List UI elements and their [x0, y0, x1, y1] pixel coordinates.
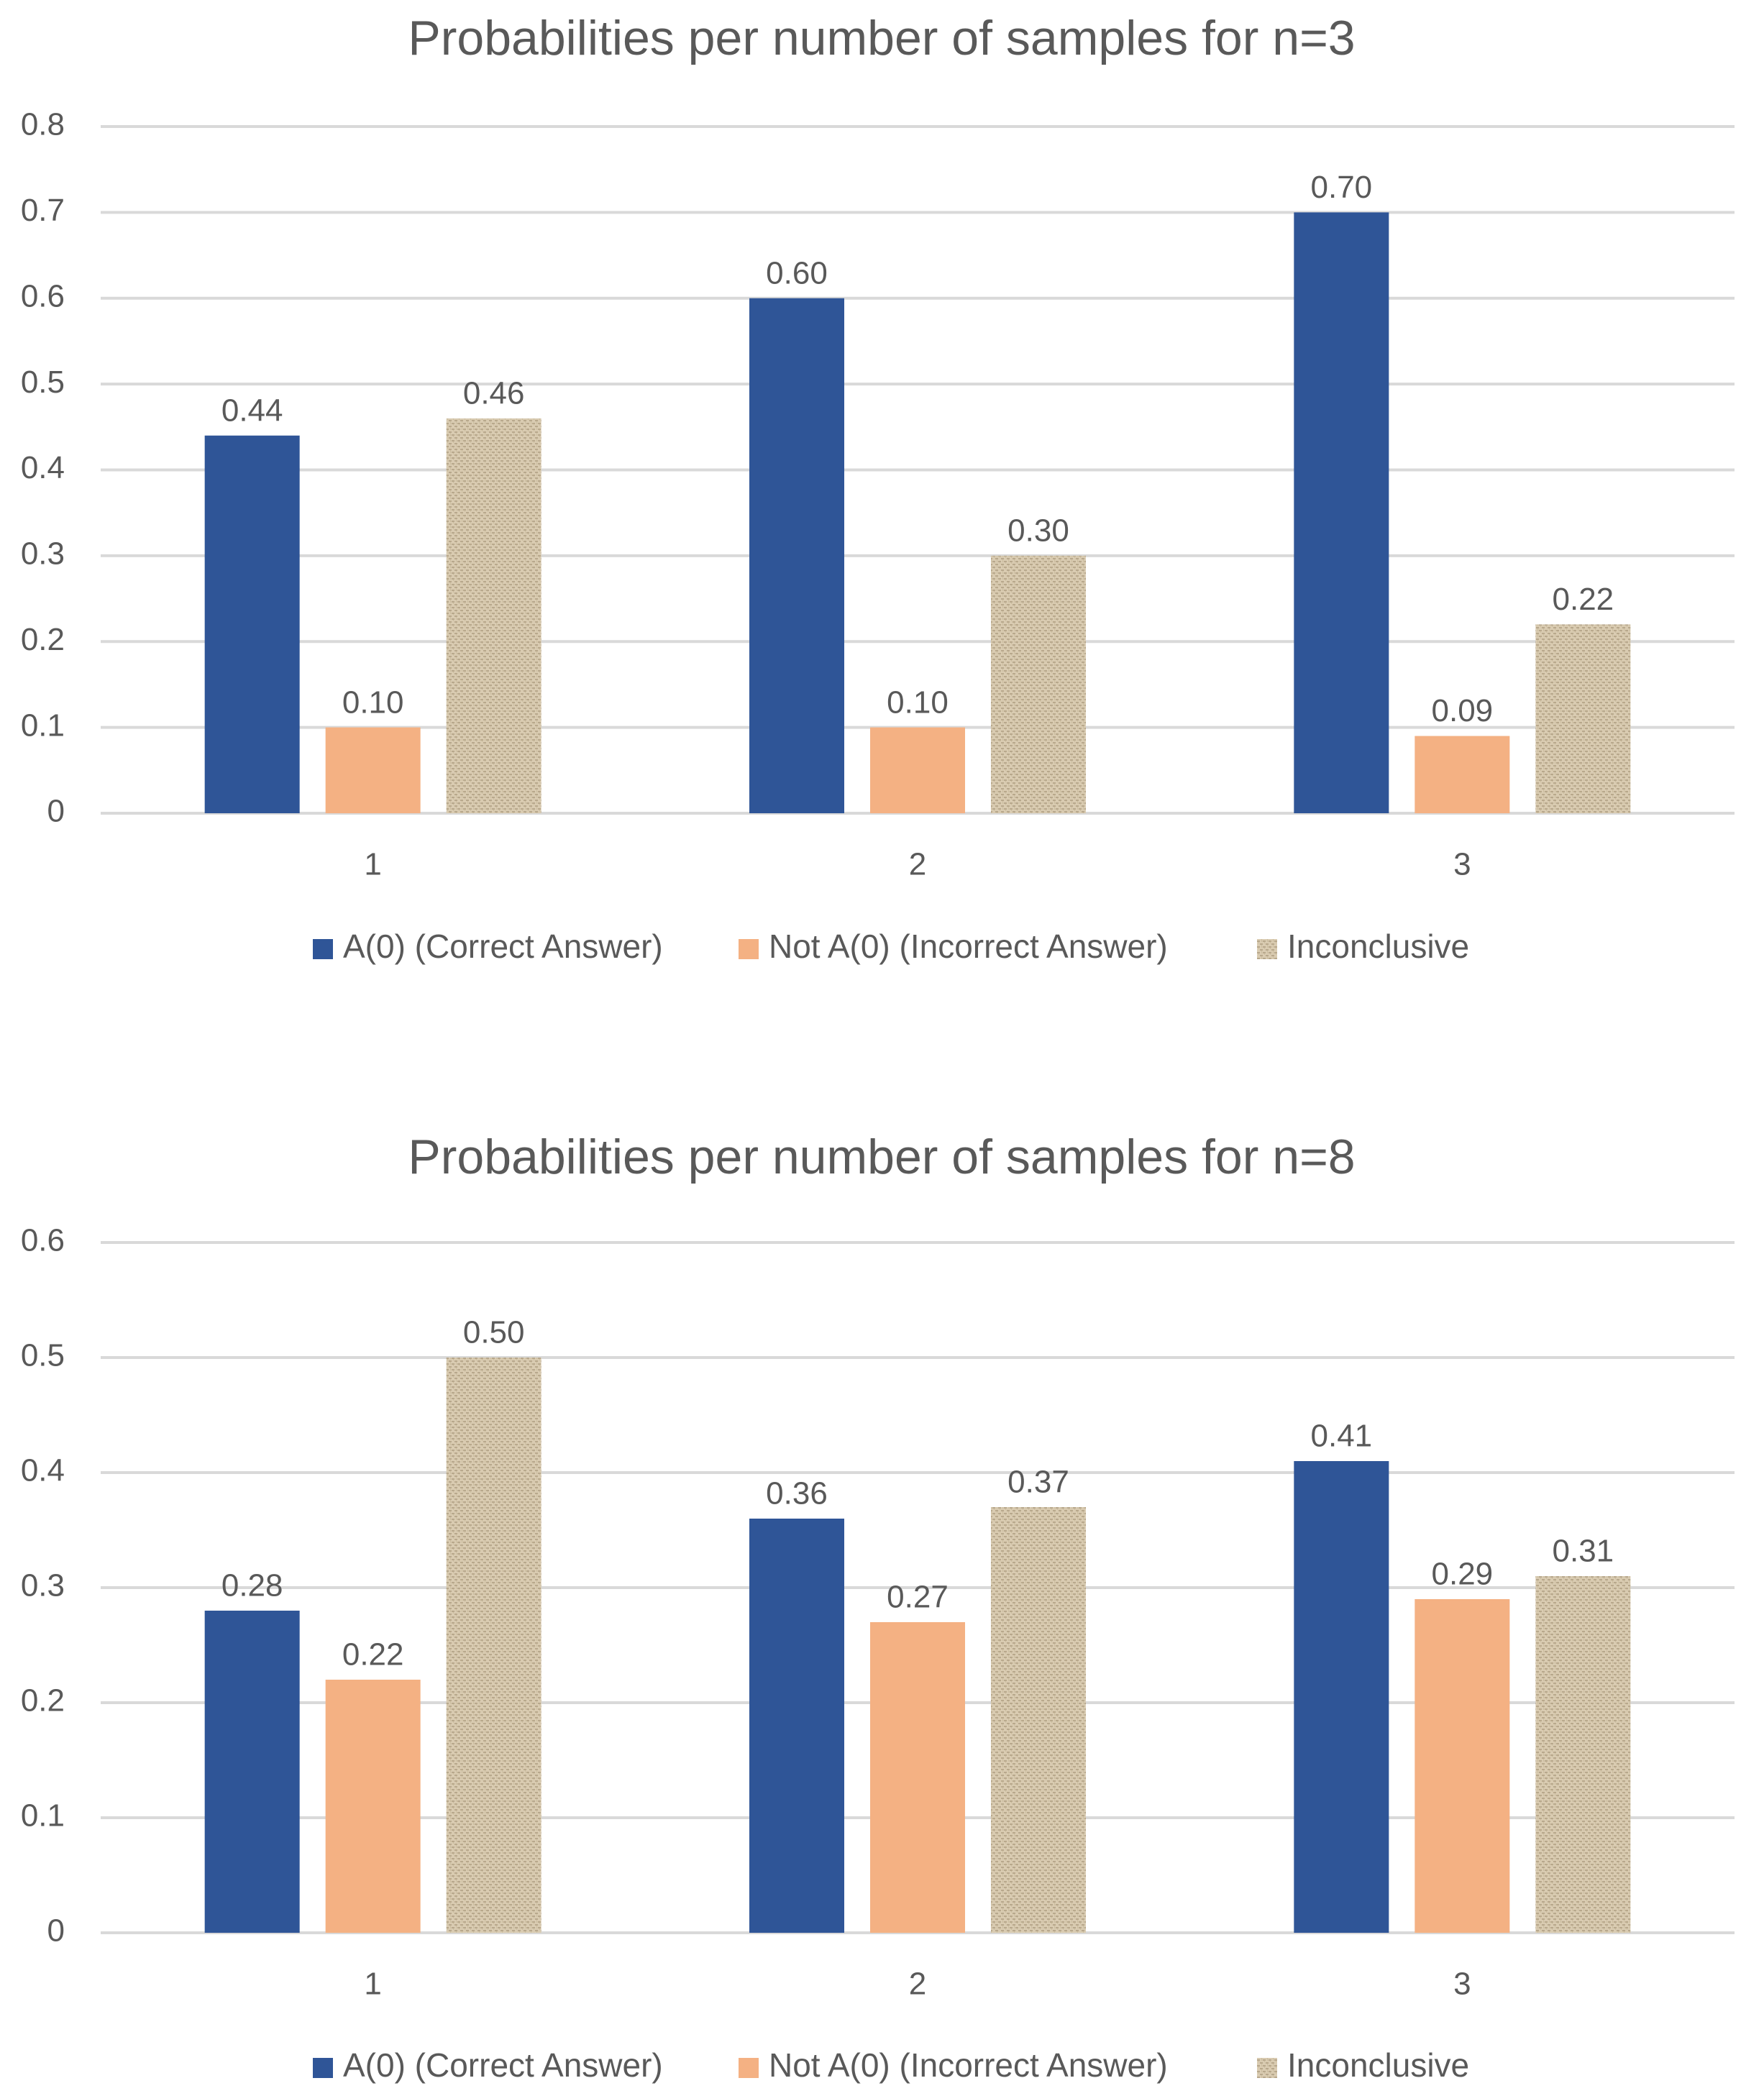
data-label: 0.28 — [221, 1568, 283, 1603]
legend-item: Not A(0) (Incorrect Answer) — [739, 2046, 1168, 2084]
bar — [870, 1622, 965, 1933]
data-label: 0.29 — [1432, 1557, 1494, 1592]
chart-n8: Probabilities per number of samples for … — [0, 1107, 1764, 2096]
legend-item: Not A(0) (Incorrect Answer) — [739, 928, 1168, 965]
bar — [1535, 1576, 1631, 1933]
data-label: 0.70 — [1311, 170, 1373, 205]
data-label: 0.46 — [463, 376, 525, 411]
y-tick-label: 0.4 — [21, 450, 65, 485]
x-tick-label: 1 — [364, 847, 381, 882]
bar — [446, 418, 541, 813]
bar — [991, 555, 1086, 813]
legend-swatch — [313, 939, 333, 959]
bar — [991, 1507, 1086, 1933]
chart-svg: Probabilities per number of samples for … — [21, 11, 1735, 965]
data-label: 0.44 — [221, 393, 283, 428]
bar — [870, 727, 965, 813]
data-label: 0.09 — [1432, 693, 1494, 728]
x-tick-label: 1 — [364, 1967, 381, 2002]
y-tick-label: 0.6 — [21, 1223, 65, 1258]
x-tick-label: 3 — [1453, 847, 1471, 882]
y-tick-label: 0.7 — [21, 193, 65, 228]
legend-item: A(0) (Correct Answer) — [313, 2046, 663, 2084]
legend-swatch — [739, 2058, 759, 2078]
data-label: 0.10 — [342, 685, 404, 720]
y-tick-label: 0.2 — [21, 622, 65, 657]
bar — [325, 727, 421, 813]
data-label: 0.37 — [1007, 1465, 1069, 1500]
bar — [749, 298, 844, 813]
bar — [446, 1358, 541, 1933]
chart-n3: Probabilities per number of samples for … — [0, 0, 1764, 1007]
y-tick-label: 0.2 — [21, 1683, 65, 1719]
y-tick-label: 0.3 — [21, 536, 65, 572]
x-tick-label: 2 — [909, 1967, 926, 2002]
y-tick-label: 0 — [47, 1913, 65, 1949]
chart-svg: Probabilities per number of samples for … — [21, 1130, 1735, 2084]
legend-item: A(0) (Correct Answer) — [313, 928, 663, 965]
legend-label: Not A(0) (Incorrect Answer) — [769, 2046, 1168, 2084]
legend-label: Not A(0) (Incorrect Answer) — [769, 928, 1168, 965]
legend-swatch — [313, 2058, 333, 2078]
data-label: 0.22 — [342, 1637, 404, 1672]
data-label: 0.60 — [766, 255, 828, 290]
bar — [1415, 736, 1510, 813]
bar — [749, 1519, 844, 1933]
legend-label: A(0) (Correct Answer) — [343, 2046, 663, 2084]
bar — [1415, 1599, 1510, 1933]
y-tick-label: 0.3 — [21, 1568, 65, 1603]
y-tick-label: 0.1 — [21, 1798, 65, 1834]
data-label: 0.36 — [766, 1476, 828, 1511]
legend-swatch — [1257, 2058, 1277, 2078]
data-label: 0.41 — [1311, 1419, 1373, 1454]
data-label: 0.27 — [887, 1580, 949, 1615]
legend-item: Inconclusive — [1257, 928, 1469, 965]
data-label: 0.50 — [463, 1315, 525, 1350]
legend-swatch — [1257, 939, 1277, 959]
bar — [1294, 1461, 1389, 1933]
chart-title: Probabilities per number of samples for … — [408, 11, 1355, 65]
y-tick-label: 0.4 — [21, 1453, 65, 1488]
chart-title: Probabilities per number of samples for … — [408, 1130, 1355, 1184]
legend-label: A(0) (Correct Answer) — [343, 928, 663, 965]
legend-label: Inconclusive — [1287, 928, 1469, 965]
bar — [204, 435, 300, 813]
legend-swatch — [739, 939, 759, 959]
bar — [325, 1680, 421, 1933]
y-tick-label: 0.6 — [21, 278, 65, 314]
y-tick-label: 0.1 — [21, 708, 65, 743]
data-label: 0.31 — [1553, 1534, 1614, 1569]
legend-item: Inconclusive — [1257, 2046, 1469, 2084]
y-tick-label: 0 — [47, 794, 65, 829]
y-tick-label: 0.5 — [21, 365, 65, 400]
data-label: 0.30 — [1007, 513, 1069, 549]
y-tick-label: 0.8 — [21, 107, 65, 142]
bar — [1535, 624, 1631, 813]
data-label: 0.10 — [887, 685, 949, 720]
bar — [204, 1611, 300, 1933]
x-tick-label: 3 — [1453, 1967, 1471, 2002]
data-label: 0.22 — [1553, 582, 1614, 617]
x-tick-label: 2 — [909, 847, 926, 882]
bar — [1294, 212, 1389, 813]
y-tick-label: 0.5 — [21, 1338, 65, 1373]
legend-label: Inconclusive — [1287, 2046, 1469, 2084]
